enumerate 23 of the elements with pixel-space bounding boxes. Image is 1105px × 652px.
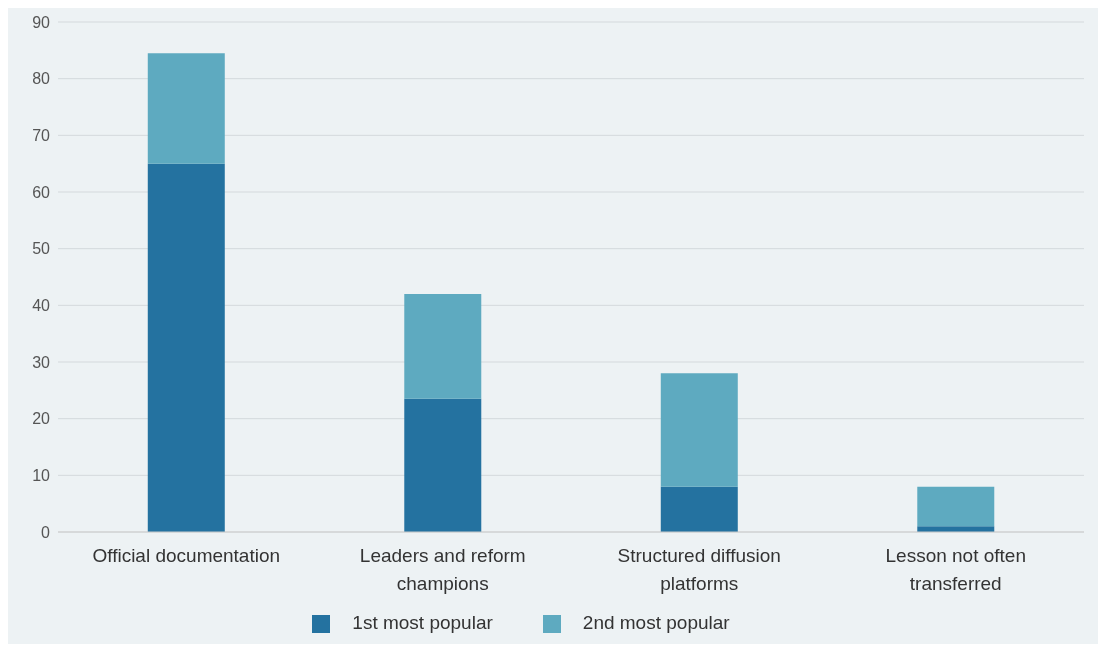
y-tick-label: 40 [32, 297, 51, 315]
legend-label: 1st most popular [352, 612, 493, 633]
bar [147, 53, 225, 164]
bar [404, 398, 482, 532]
y-tick-label: 30 [32, 353, 51, 371]
x-tick-label: Leaders and reform champions [359, 545, 526, 594]
y-tick-label: 90 [32, 13, 51, 31]
y-tick-label: 70 [32, 127, 51, 145]
y-tick-label: 0 [41, 523, 51, 541]
y-tick-label: 50 [32, 240, 51, 258]
x-tick-label: Lesson not often transferred [885, 545, 1026, 594]
bar [660, 373, 738, 487]
bar [917, 486, 995, 527]
y-tick-label: 20 [32, 410, 51, 428]
bar [404, 294, 482, 399]
y-tick-label: 60 [32, 183, 51, 201]
x-tick-label: Structured diffusion platforms [617, 545, 781, 594]
x-tick-label: Official documentation [92, 545, 281, 566]
legend-label: 2nd most popular [582, 612, 730, 633]
y-tick-label: 80 [32, 70, 51, 88]
bar [147, 163, 225, 532]
bar [660, 486, 738, 532]
y-tick-label: 10 [32, 467, 51, 485]
